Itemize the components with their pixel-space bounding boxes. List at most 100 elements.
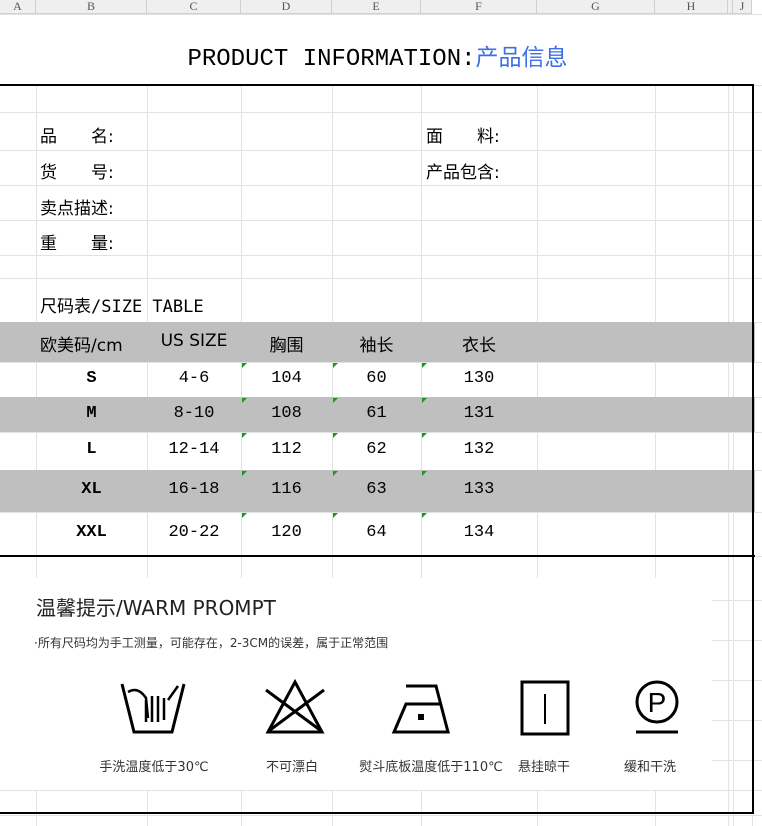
label-name: 品 名: bbox=[40, 127, 114, 147]
column-header[interactable]: E bbox=[332, 0, 421, 14]
comment-marker bbox=[242, 513, 247, 518]
comment-marker bbox=[422, 433, 427, 438]
prompt-note: ·所有尺码均为手工测量，可能存在，2-3CM的误差，属于正常范围 bbox=[34, 636, 389, 650]
comment-marker bbox=[242, 433, 247, 438]
size-table-cell[interactable]: 133 bbox=[463, 480, 495, 499]
gridline bbox=[241, 85, 242, 826]
iron-low-icon bbox=[391, 684, 450, 734]
size-table-cell[interactable]: M bbox=[86, 403, 97, 423]
gridline bbox=[0, 112, 762, 113]
size-table-cell[interactable]: 63 bbox=[366, 480, 387, 499]
size-table-header[interactable]: 欧美码/cm bbox=[40, 336, 123, 356]
size-table-cell[interactable]: L bbox=[86, 440, 97, 459]
gridline bbox=[655, 85, 656, 826]
size-table-cell[interactable]: XL bbox=[81, 480, 102, 499]
comment-marker bbox=[422, 471, 427, 476]
comment-marker bbox=[333, 398, 338, 403]
size-table-cell[interactable]: 116 bbox=[271, 480, 302, 499]
size-table-cell[interactable]: 16-18 bbox=[168, 480, 220, 499]
gridline bbox=[0, 790, 762, 791]
size-table-cell[interactable]: 134 bbox=[463, 523, 495, 542]
size-table-cell[interactable]: 8-10 bbox=[173, 403, 215, 423]
gridline bbox=[728, 85, 729, 826]
hang-dry-icon bbox=[520, 680, 570, 736]
size-table-cell[interactable]: 4-6 bbox=[178, 368, 210, 388]
no-bleach-icon bbox=[265, 678, 325, 734]
row-band bbox=[0, 322, 755, 362]
size-table-cell[interactable]: 61 bbox=[366, 403, 387, 423]
care-label: 悬挂晾干 bbox=[517, 760, 570, 775]
size-table-cell[interactable]: XXL bbox=[76, 523, 107, 542]
size-table-header[interactable]: 袖长 bbox=[359, 336, 394, 356]
size-table-cell[interactable]: 12-14 bbox=[168, 440, 220, 459]
gridline bbox=[0, 85, 762, 86]
size-table-cell[interactable]: 64 bbox=[366, 523, 387, 542]
hand-wash-icon bbox=[120, 683, 186, 734]
gridline bbox=[421, 85, 422, 826]
gridline bbox=[36, 85, 37, 826]
size-table-cell[interactable]: 60 bbox=[366, 368, 387, 388]
column-header[interactable]: D bbox=[241, 0, 332, 14]
comment-marker bbox=[422, 363, 427, 368]
gridline bbox=[0, 185, 762, 186]
size-table-cell[interactable]: 130 bbox=[463, 368, 495, 388]
warm-prompt-panel: 温馨提示/WARM PROMPT ·所有尺码均为手工测量，可能存在，2-3CM的… bbox=[0, 578, 712, 790]
column-header[interactable]: G bbox=[537, 0, 655, 14]
comment-marker bbox=[333, 513, 338, 518]
comment-marker bbox=[242, 363, 247, 368]
size-table-title: 尺码表/SIZE TABLE bbox=[40, 297, 204, 317]
comment-marker bbox=[242, 471, 247, 476]
size-table-cell[interactable]: 104 bbox=[271, 368, 302, 388]
label-item-no: 货 号: bbox=[40, 163, 114, 183]
gridline bbox=[332, 85, 333, 826]
label-weight: 重 量: bbox=[40, 234, 114, 254]
size-table-header[interactable]: 衣长 bbox=[462, 336, 496, 356]
care-label: 熨斗底板温度低于110℃ bbox=[359, 760, 503, 775]
size-table-cell[interactable]: 131 bbox=[463, 403, 495, 423]
gridline bbox=[752, 85, 753, 826]
care-label: 手洗温度低于30℃ bbox=[99, 760, 209, 775]
gridline bbox=[147, 85, 148, 826]
column-header[interactable]: F bbox=[421, 0, 537, 14]
comment-marker bbox=[333, 433, 338, 438]
column-header[interactable]: C bbox=[147, 0, 241, 14]
gridline bbox=[0, 14, 762, 15]
size-table-header[interactable]: US SIZE bbox=[160, 331, 228, 351]
gridline bbox=[537, 85, 538, 826]
row-band bbox=[0, 397, 755, 432]
divider bbox=[0, 555, 755, 557]
label-selling-points: 卖点描述: bbox=[40, 199, 114, 219]
gridline bbox=[0, 512, 762, 513]
gridline bbox=[0, 278, 762, 279]
size-table-cell[interactable]: 120 bbox=[271, 523, 302, 542]
comment-marker bbox=[422, 513, 427, 518]
svg-text:P: P bbox=[648, 687, 667, 718]
comment-marker bbox=[333, 471, 338, 476]
care-label: 不可漂白 bbox=[265, 760, 318, 775]
gridline bbox=[0, 362, 762, 363]
size-table-cell[interactable]: 20-22 bbox=[168, 523, 220, 542]
label-material: 面 料: bbox=[426, 127, 500, 147]
size-table-header[interactable]: 胸围 bbox=[269, 336, 304, 356]
column-header[interactable]: A bbox=[0, 0, 36, 14]
size-table-cell[interactable]: 132 bbox=[463, 440, 495, 459]
label-package: 产品包含: bbox=[426, 163, 500, 183]
dry-clean-p-icon: P bbox=[635, 680, 679, 734]
size-table-cell[interactable]: 112 bbox=[271, 440, 302, 459]
gridline bbox=[0, 150, 762, 151]
size-table-cell[interactable]: 62 bbox=[366, 440, 387, 459]
prompt-title: 温馨提示/WARM PROMPT bbox=[36, 596, 276, 620]
row-band bbox=[0, 470, 755, 512]
column-header[interactable]: J bbox=[733, 0, 752, 14]
column-header[interactable] bbox=[728, 0, 733, 14]
column-header[interactable]: B bbox=[36, 0, 147, 14]
column-header[interactable]: H bbox=[655, 0, 728, 14]
gridline bbox=[733, 85, 734, 826]
size-table-cell[interactable]: 108 bbox=[271, 403, 302, 423]
gridline bbox=[0, 815, 762, 816]
size-table-cell[interactable]: S bbox=[86, 368, 97, 388]
comment-marker bbox=[242, 398, 247, 403]
page-title: PRODUCT INFORMATION:产品信息 bbox=[187, 45, 568, 73]
gridline bbox=[0, 255, 762, 256]
comment-marker bbox=[422, 398, 427, 403]
